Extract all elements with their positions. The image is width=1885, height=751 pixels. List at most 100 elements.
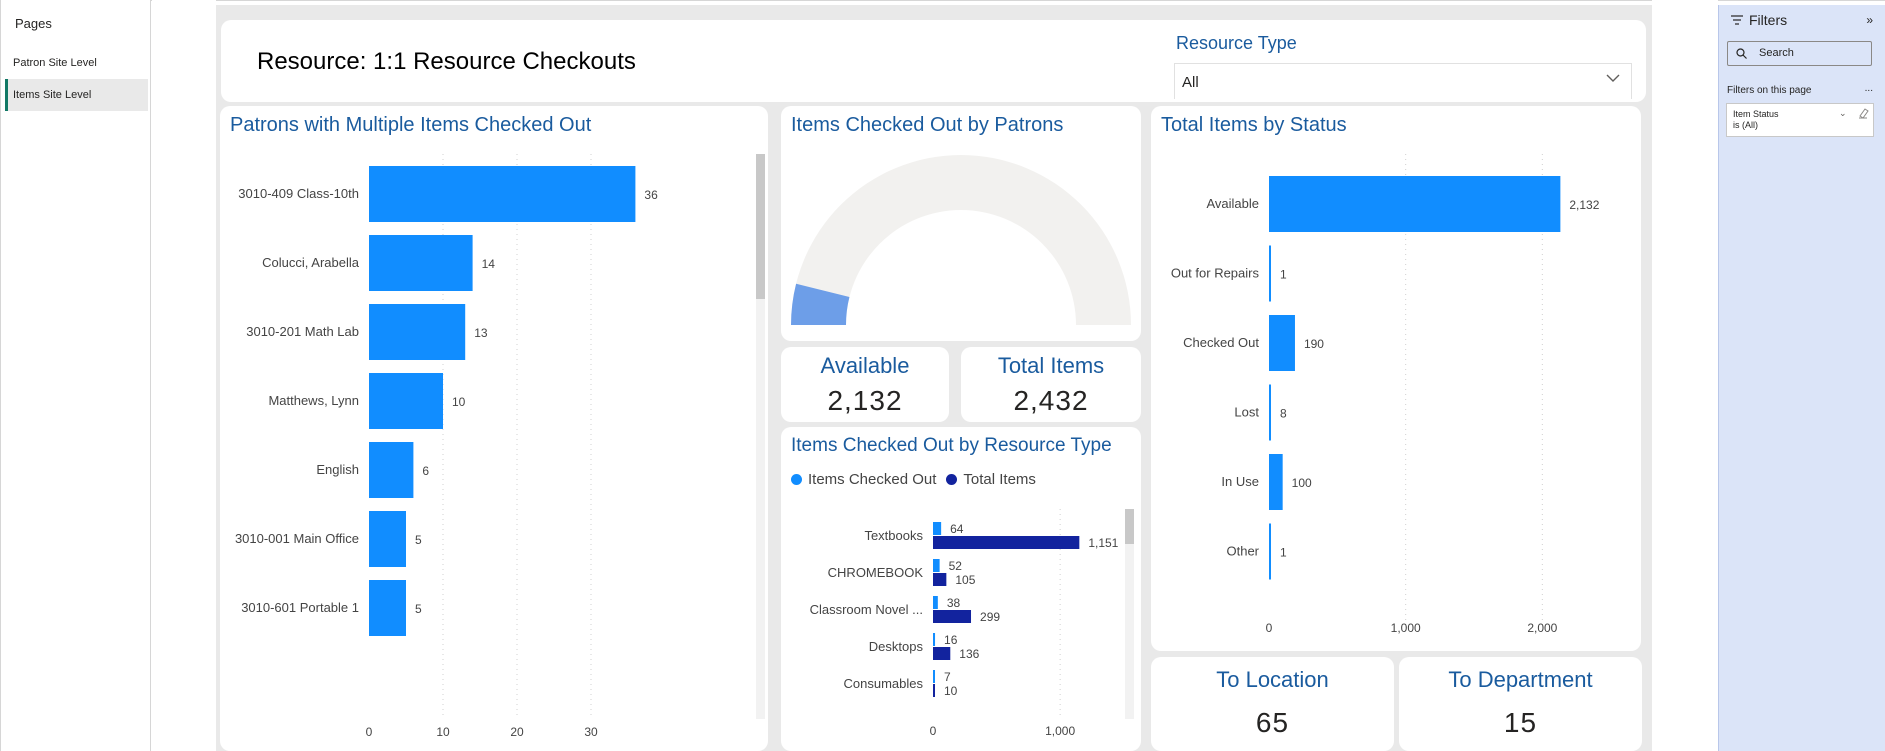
checked-out-gauge: [791, 155, 1131, 325]
data-label: 6: [422, 464, 429, 478]
patrons-scroll-thumb[interactable]: [756, 154, 765, 299]
x-tick-label: 10: [436, 725, 450, 739]
patrons-bar-chart: 0 10 20 30 3010-409 Class-10th 36 Colucci, Ara…: [235, 154, 658, 739]
category-label: Out for Repairs: [1171, 266, 1260, 281]
category-label: CHROMEBOOK: [828, 565, 924, 580]
data-label: 5: [415, 533, 422, 547]
data-label: 7: [944, 670, 951, 684]
resource-type-legend: Items Checked Out Total Items: [791, 471, 1036, 488]
kpi-total-items-card: Total Items 2,432: [961, 347, 1141, 422]
data-label: 1: [1280, 546, 1287, 560]
data-label: 1: [1280, 268, 1287, 282]
status-bar-chart: 0 1,000 2,000 Available 2,132 Out for Repairs…: [1171, 154, 1600, 635]
kpi-to-location-value: 65: [1255, 707, 1290, 738]
page-tab-patron-site-level[interactable]: Patron Site Level: [13, 57, 97, 69]
filter-search-input[interactable]: Search: [1727, 41, 1872, 66]
kpi-total-items-title: Total Items: [997, 353, 1105, 378]
x-tick-label: 20: [510, 725, 524, 739]
category-label: Colucci, Arabella: [262, 255, 360, 270]
bar: [933, 610, 972, 623]
filter-card-value: is (All): [1733, 120, 1758, 130]
data-label: 5: [415, 602, 422, 616]
patrons-chart-card: Patrons with Multiple Items Checked Out …: [220, 106, 768, 751]
bar: [933, 596, 938, 609]
canvas-gutter-left: [152, 0, 216, 751]
resource-type-slicer-label: Resource Type: [1176, 33, 1297, 53]
bar: [369, 304, 466, 360]
bar: [1269, 245, 1271, 302]
canvas-gutter-right: [1652, 0, 1718, 751]
category-label: 3010-201 Math Lab: [246, 324, 359, 339]
category-label: 3010-601 Portable 1: [241, 600, 359, 615]
gauge-fill: [791, 283, 850, 325]
category-label: 3010-001 Main Office: [235, 531, 359, 546]
data-label: 38: [947, 596, 961, 610]
bar: [1269, 176, 1561, 232]
x-tick-label: 1,000: [1391, 621, 1421, 635]
data-label: 8: [1280, 407, 1287, 421]
item-status-filter-card[interactable]: Item Status is (All) ⌄: [1726, 103, 1874, 137]
kpi-to-location-title: To Location: [1216, 667, 1329, 692]
resource-type-dropdown[interactable]: All: [1174, 63, 1632, 99]
filter-search-placeholder: Search: [1759, 47, 1794, 59]
chevron-down-icon[interactable]: ⌄: [1839, 108, 1847, 118]
category-label: Available: [1206, 196, 1259, 211]
category-label: Classroom Novel ...: [810, 602, 923, 617]
data-label: 100: [1292, 476, 1312, 490]
page-tab-items-site-level[interactable]: Items Site Level: [5, 79, 148, 111]
bar: [1269, 315, 1295, 371]
status-chart-card: Total Items by Status 0 1,000 2,000 Availab…: [1151, 106, 1641, 651]
x-tick-label: 0: [366, 725, 373, 739]
data-label: 2,132: [1569, 198, 1599, 212]
bar: [933, 633, 936, 646]
x-tick-label: 0: [930, 724, 937, 738]
bar: [369, 235, 473, 291]
data-label: 13: [474, 326, 488, 340]
filters-more-options[interactable]: ...: [1864, 83, 1873, 94]
data-label: 190: [1304, 337, 1324, 351]
category-label: In Use: [1221, 474, 1259, 489]
bar: [369, 166, 636, 222]
patrons-chart-scrollbar[interactable]: [756, 154, 765, 719]
kpi-available-value: 2,132: [827, 385, 903, 416]
kpi-to-department-value: 15: [1503, 707, 1538, 738]
data-label: 1,151: [1088, 536, 1118, 550]
bar: [933, 559, 940, 572]
x-tick-label: 0: [1266, 621, 1273, 635]
category-label: Matthews, Lynn: [268, 393, 359, 408]
data-label: 16: [944, 633, 958, 647]
kpi-to-location-card: To Location 65: [1151, 657, 1394, 751]
filters-pane-title: Filters: [1749, 12, 1788, 28]
report-canvas: Resource: 1:1 Resource Checkouts Resourc…: [216, 5, 1652, 751]
bar: [933, 573, 947, 586]
data-label: 14: [482, 257, 496, 271]
legend-label-total-items[interactable]: Total Items: [963, 471, 1036, 488]
header-card: Resource: 1:1 Resource Checkouts Resourc…: [221, 20, 1646, 102]
resource-chart-scrollbar[interactable]: [1125, 509, 1134, 719]
category-label: Desktops: [869, 639, 924, 654]
pages-pane-title: Pages: [15, 16, 52, 31]
data-label: 10: [452, 395, 466, 409]
data-label: 64: [950, 522, 964, 536]
collapse-pane-icon[interactable]: »: [1866, 13, 1873, 27]
x-tick-label: 1,000: [1045, 724, 1075, 738]
data-label: 36: [644, 188, 658, 202]
x-tick-label: 2,000: [1527, 621, 1557, 635]
legend-label-checked-out[interactable]: Items Checked Out: [808, 471, 937, 488]
chevron-down-icon: [1606, 74, 1620, 82]
bar: [369, 511, 406, 567]
data-label: 10: [944, 684, 958, 698]
filters-pane: Filters » Search Filters on this page ..…: [1718, 5, 1885, 751]
category-label: Other: [1226, 544, 1259, 559]
resource-scroll-thumb[interactable]: [1125, 509, 1134, 544]
data-label: 52: [949, 559, 963, 573]
category-label: 3010-409 Class-10th: [238, 186, 359, 201]
bar: [933, 684, 935, 697]
bar: [369, 373, 443, 429]
eraser-icon[interactable]: [1857, 107, 1869, 119]
category-label: Lost: [1234, 405, 1259, 420]
bar: [933, 647, 951, 660]
category-label: Checked Out: [1183, 335, 1259, 350]
status-chart-title: Total Items by Status: [1161, 114, 1347, 136]
